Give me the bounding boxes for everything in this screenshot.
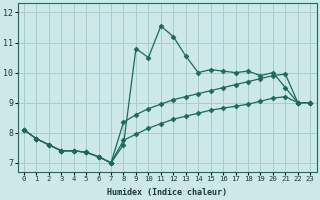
X-axis label: Humidex (Indice chaleur): Humidex (Indice chaleur) — [107, 188, 227, 197]
